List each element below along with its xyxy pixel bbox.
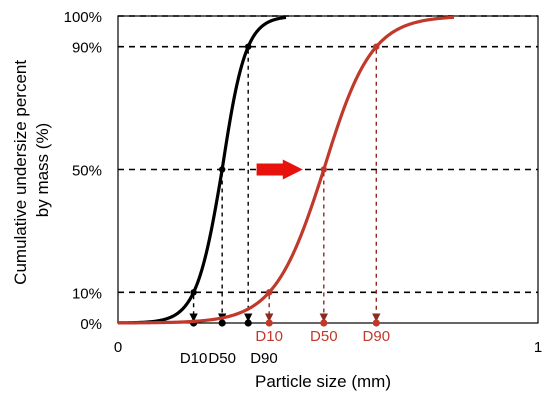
x-axis-title: Particle size (mm) [255,372,391,391]
series-2-baseline-dot-D50 [320,319,328,327]
series-1-point-D90 [245,43,252,50]
y-tick-label: 0% [80,316,102,333]
y-axis-title-line-1: Cumulative undersize percent [11,60,30,285]
y-axis-title: Cumulative undersize percent by mass (%) [11,55,52,285]
series-2-curve [118,15,455,325]
series-1-label-D50: D50 [208,350,236,367]
series-1-point-D50 [218,166,226,173]
series-2-label-D90: D90 [363,328,391,345]
y-tick-label: 90% [72,40,102,57]
series-1-label-D90: D90 [250,350,278,367]
plot-frame [117,15,539,324]
series-2-label-D10: D10 [255,328,283,345]
series-2-point-D90 [373,43,380,50]
y-axis-title-line-2: by mass (%) [33,123,52,217]
y-tick-label: 10% [72,285,102,302]
series-2-point-D50 [320,166,327,173]
series-2: D10 D50 D90 [118,15,455,345]
series-2-baseline-dot-D10 [265,319,273,327]
series-2-point-D10 [266,289,273,296]
y-tick-label: 50% [72,163,102,180]
shift-arrow [256,159,303,180]
x-tick-label: 1 [534,339,542,356]
series-1-baseline-dot-D50 [218,319,226,327]
y-tick-label: 100% [64,9,102,26]
series-2-label-D50: D50 [310,328,338,345]
series-1-baseline-dot-D90 [244,319,252,327]
series-1-point-D10 [190,289,197,296]
series-1-label-D10: D10 [180,350,208,367]
series-1: D10 D50 D90 [117,15,287,367]
x-tick-label: 0 [114,339,122,356]
series-2-baseline-dot-D90 [372,319,380,327]
